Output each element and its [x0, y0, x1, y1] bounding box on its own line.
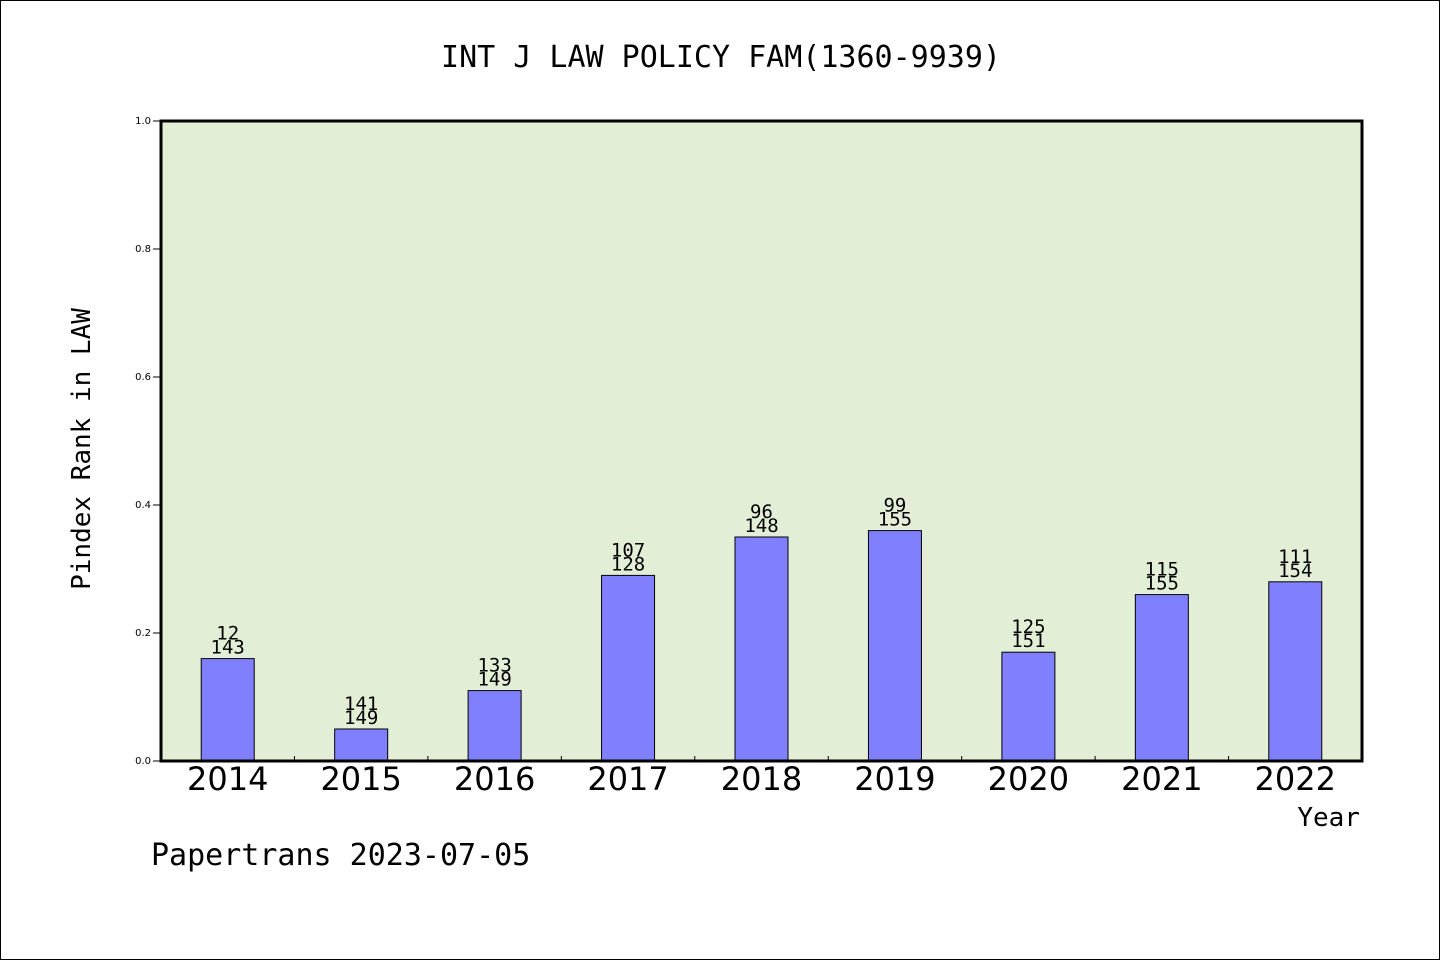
bar-label-top-2016: 133 — [477, 655, 511, 677]
x-tick-label-2015: 2015 — [320, 760, 401, 798]
bar-label-top-2017: 107 — [611, 539, 645, 561]
x-tick-label-2017: 2017 — [587, 760, 668, 798]
bar-data-labels: 1214314114913314910712896148991551251511… — [211, 495, 1313, 729]
bar-2018 — [734, 536, 789, 762]
bar-2021 — [1134, 594, 1189, 762]
bar-label-bottom-2021: 155 — [1145, 573, 1179, 595]
bar-label-bottom-2016: 149 — [477, 669, 511, 691]
bar-series — [200, 530, 1323, 762]
y-tick-label: 1.0 — [135, 116, 151, 127]
bar-label-bottom-2017: 128 — [611, 553, 645, 575]
chart-title: INT J LAW POLICY FAM(1360-9939) — [441, 40, 1001, 75]
bar-2015 — [334, 728, 389, 762]
bar-2014 — [200, 658, 255, 762]
x-tick-label-2020: 2020 — [988, 760, 1069, 798]
bar-label-top-2021: 115 — [1145, 559, 1179, 581]
bar-label-top-2019: 99 — [883, 495, 906, 517]
y-tick-label: 0.4 — [135, 500, 151, 511]
bar-label-top-2014: 12 — [216, 623, 239, 645]
bar-2020 — [1001, 651, 1056, 762]
bar-label-bottom-2022: 154 — [1278, 560, 1312, 582]
y-tick-label: 0.0 — [135, 756, 151, 767]
x-tick-label-2022: 2022 — [1255, 760, 1336, 798]
x-tick-label-2019: 2019 — [854, 760, 935, 798]
bar-label-top-2018: 96 — [750, 501, 773, 523]
y-tick-label: 0.6 — [135, 372, 151, 383]
x-tick-label-2016: 2016 — [454, 760, 535, 798]
bar-label-top-2015: 141 — [344, 693, 378, 715]
bar-label-top-2020: 125 — [1011, 616, 1045, 638]
bar-2022 — [1268, 581, 1323, 762]
bar-label-top-2022: 111 — [1278, 546, 1312, 568]
x-tick-label-2021: 2021 — [1121, 760, 1202, 798]
bar-label-bottom-2020: 151 — [1011, 630, 1045, 652]
y-tick-label: 0.8 — [135, 244, 151, 255]
bar-2019 — [867, 530, 922, 762]
plot-border — [159, 119, 1364, 763]
x-axis-label: Year — [1297, 803, 1360, 833]
bar-2017 — [601, 574, 656, 762]
y-tick-label: 0.2 — [135, 628, 151, 639]
footer-text: Papertrans 2023-07-05 — [151, 838, 530, 873]
y-axis-label: Pindex Rank in LAW — [67, 308, 97, 590]
bar-label-bottom-2015: 149 — [344, 707, 378, 729]
bar-label-bottom-2018: 148 — [744, 515, 778, 537]
x-tick-label-2018: 2018 — [721, 760, 802, 798]
bar-label-bottom-2019: 155 — [878, 509, 912, 531]
bar-2016 — [467, 690, 522, 762]
x-tick-labels: 2014 2015 2016 2017 2018 2019 2020 2021 2022 — [187, 760, 1336, 798]
y-axis-ticks: 0.0 0.2 0.4 0.6 0.8 1.0 — [135, 116, 161, 767]
x-tick-label-2014: 2014 — [187, 760, 268, 798]
bar-label-bottom-2014: 143 — [211, 637, 245, 659]
